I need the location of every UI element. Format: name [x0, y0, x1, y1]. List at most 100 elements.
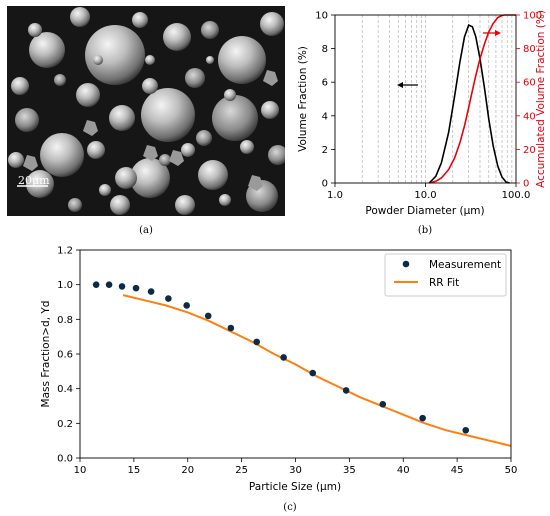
powder-particle — [181, 143, 195, 157]
powder-particle — [87, 141, 105, 159]
b-x-tick-label: 10.0 — [414, 190, 436, 201]
b-x-tick-label: 1.0 — [327, 190, 343, 201]
b-y2-tick-label: 40 — [523, 111, 536, 122]
legend: Measurement RR Fit — [384, 253, 507, 297]
c-x-tick-label: 30 — [289, 465, 302, 476]
b-x-axis-title: Powder Diameter (μm) — [365, 205, 484, 217]
c-x-axis-title: Particle Size (μm) — [249, 481, 341, 493]
left-arrow-indicator — [397, 82, 418, 88]
volume-fraction-line — [428, 24, 510, 184]
powder-satellite — [83, 120, 98, 136]
right-arrow-indicator — [483, 30, 501, 36]
measurement-point — [227, 324, 235, 332]
powder-particle — [115, 167, 137, 189]
powder-particle — [261, 101, 279, 119]
powder-particle — [185, 68, 205, 88]
powder-particle — [54, 74, 66, 86]
b-y-tick-label: 0 — [322, 179, 328, 190]
b-y-tick-label: 4 — [322, 111, 328, 122]
powder-particle — [218, 36, 266, 84]
b-vertical-grid — [361, 15, 513, 183]
powder-particle — [260, 12, 284, 36]
powder-particle — [212, 95, 258, 141]
c-y-tick-label: 0.2 — [57, 419, 73, 430]
c-y-tick-label: 0.4 — [57, 384, 73, 395]
mass-fraction-chart: 10 15 20 25 30 35 40 45 500.00.20.40.60.81.01.2 … — [40, 246, 517, 494]
legend-measurement-label: Measurement — [429, 259, 501, 271]
measurement-point — [147, 288, 155, 295]
measurement-point — [92, 281, 100, 288]
powder-particles — [8, 7, 285, 215]
b-y-tick-label: 2 — [322, 145, 328, 156]
c-x-tick-label: 15 — [128, 465, 141, 476]
c-x-tick-label: 25 — [235, 465, 248, 476]
powder-particle — [28, 23, 42, 37]
c-x-tick-label: 20 — [181, 465, 194, 476]
measurement-point — [204, 312, 212, 320]
powder-particle — [11, 77, 29, 95]
powder-particle — [99, 184, 111, 196]
powder-particle — [29, 32, 65, 68]
c-y-tick-label: 1.0 — [57, 280, 73, 291]
b-y2-axis-title: Accumulated Volume Fraction (%) — [535, 10, 547, 188]
c-x-tick-label: 50 — [505, 465, 518, 476]
legend-fit-label: RR Fit — [429, 277, 459, 289]
measurement-point — [379, 400, 387, 408]
powder-particle — [8, 152, 24, 168]
c-x-tick-label: 35 — [343, 465, 356, 476]
powder-particle — [224, 89, 236, 101]
c-x-tick-label: 45 — [451, 465, 464, 476]
c-x-tick-label: 40 — [397, 465, 410, 476]
powder-particle — [132, 12, 148, 28]
powder-particle — [175, 195, 195, 215]
scale-bar-label: 20μm — [18, 174, 50, 187]
powder-particle — [142, 78, 158, 94]
accumulated-fraction-line — [429, 14, 516, 184]
measurement-point — [118, 283, 126, 290]
powder-particle — [76, 83, 100, 107]
powder-particle — [93, 55, 103, 65]
powder-particle — [68, 198, 82, 212]
powder-particle — [198, 160, 228, 190]
measurement-point — [462, 426, 470, 434]
c-x-tick-label: 10 — [74, 465, 87, 476]
measurement-point — [253, 338, 261, 346]
powder-particle — [130, 158, 170, 198]
b-y-tick-label: 6 — [322, 78, 328, 89]
panel-label-a: (a) — [139, 225, 153, 236]
b-y-axis-title: Volume Fraction (%) — [297, 46, 309, 152]
measurement-point — [105, 281, 113, 288]
c-y-tick-label: 0.6 — [57, 350, 73, 361]
measurement-points — [92, 281, 470, 434]
measurement-point — [419, 414, 426, 422]
powder-particle — [40, 133, 84, 177]
powder-particle — [15, 108, 39, 132]
powder-particle — [145, 55, 155, 65]
measurement-point — [183, 302, 190, 309]
measurement-point — [165, 295, 172, 302]
powder-particle — [240, 140, 254, 154]
b-y-tick-label: 10 — [315, 11, 328, 22]
powder-particle — [85, 25, 145, 85]
c-y-tick-label: 0.8 — [57, 315, 73, 326]
measurement-point — [280, 354, 287, 361]
powder-satellite — [23, 155, 38, 171]
powder-particle — [201, 21, 219, 39]
measurement-point — [342, 387, 350, 394]
powder-particle — [141, 88, 195, 142]
c-y-tick-label: 1.2 — [57, 246, 73, 257]
measurement-point — [309, 369, 317, 377]
b-y2-tick-label: 100 — [523, 11, 542, 22]
powder-particle — [219, 194, 231, 206]
c-axis-ticks: 10 15 20 25 30 35 40 45 50 0.0 0.2 0.4 0.6 0.8 1.0 1.2 — [57, 246, 517, 477]
b-y2-tick-label: 80 — [523, 44, 536, 55]
panel-label-b: (b) — [418, 225, 432, 236]
powder-particle — [268, 145, 285, 165]
powder-satellite — [263, 70, 278, 86]
b-x-tick-label: 100.0 — [502, 190, 531, 201]
b-y-tick-label: 8 — [322, 44, 328, 55]
measurement-point — [132, 284, 140, 292]
